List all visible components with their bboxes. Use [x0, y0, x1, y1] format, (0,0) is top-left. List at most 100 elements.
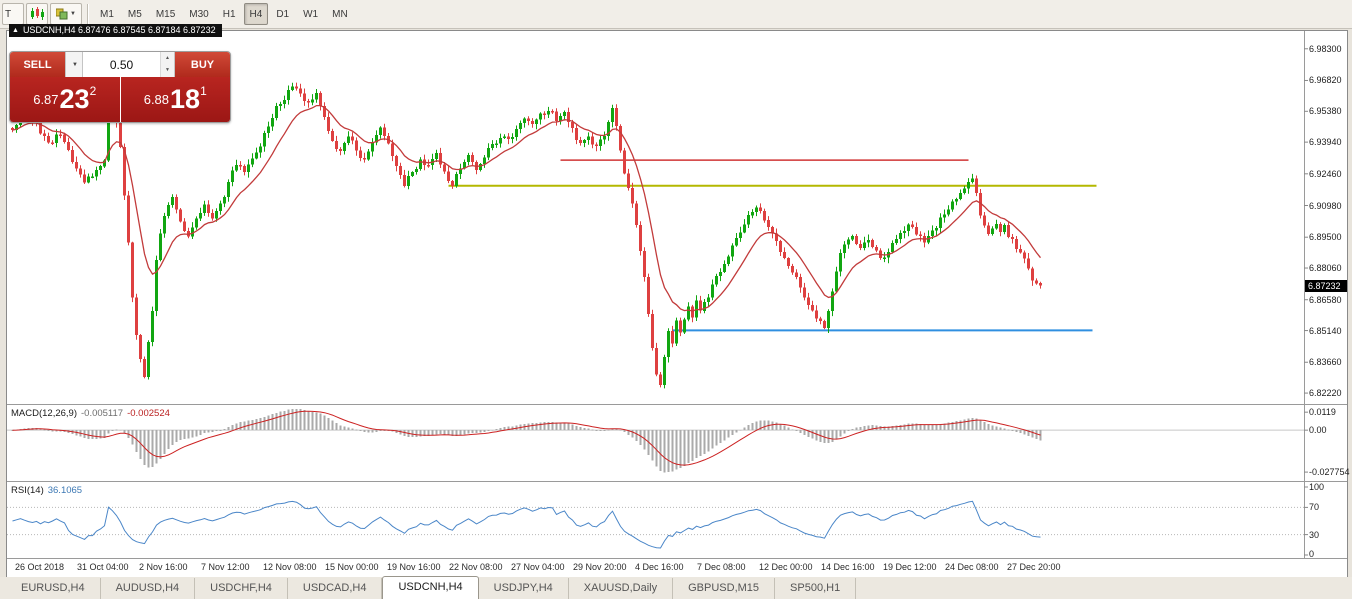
time-axis-label: 7 Dec 08:00: [697, 562, 746, 572]
time-axis-label: 12 Nov 08:00: [263, 562, 317, 572]
macd-name: MACD(12,26,9): [11, 408, 77, 419]
buy-price-big: 18: [170, 84, 201, 114]
tab-xauusd-daily[interactable]: XAUUSD,Daily: [569, 578, 674, 599]
macd-signal-line: [12, 410, 1041, 466]
sell-price-big: 23: [59, 84, 90, 114]
timeframe-button-h1[interactable]: H1: [217, 3, 242, 25]
tab-gbpusd-m15[interactable]: GBPUSD,M15: [673, 578, 776, 599]
current-price-tag: 6.87232: [1305, 279, 1347, 292]
time-axis-label: 22 Nov 08:00: [449, 562, 503, 572]
volume-decrease-button[interactable]: ▼: [161, 64, 174, 77]
sell-price-prefix: 6.87: [33, 92, 59, 107]
timeframe-button-m15[interactable]: M15: [150, 3, 181, 25]
timeframe-button-h4[interactable]: H4: [243, 3, 269, 25]
buy-price-sup: 1: [200, 84, 207, 98]
tab-eurusd-h4[interactable]: EURUSD,H4: [6, 578, 101, 599]
volume-dropdown-button[interactable]: ▼: [65, 52, 82, 77]
chart-canvas[interactable]: [7, 31, 1347, 577]
price-tick-label: 6.90980: [1309, 200, 1342, 211]
time-axis-label: 15 Nov 00:00: [325, 562, 379, 572]
clipped-toolbar-button[interactable]: T: [2, 3, 24, 25]
tab-sp500-h1[interactable]: SP500,H1: [775, 578, 857, 599]
timeframe-button-m30[interactable]: M30: [183, 3, 214, 25]
rsi-value: 36.1065: [47, 485, 83, 496]
macd-scale-label: -0.027754: [1309, 467, 1350, 478]
price-tick-label: 6.89500: [1309, 232, 1342, 243]
time-axis-label: 24 Dec 08:00: [945, 562, 999, 572]
volume-input[interactable]: [83, 52, 160, 77]
rsi-scale-label: 70: [1309, 502, 1320, 513]
time-axis-label: 31 Oct 04:00: [77, 562, 129, 572]
tab-usdjpy-h4[interactable]: USDJPY,H4: [479, 578, 569, 599]
tab-audusd-h4[interactable]: AUDUSD,H4: [101, 578, 196, 599]
timeframe-button-mn[interactable]: MN: [326, 3, 354, 25]
time-axis-label: 26 Oct 2018: [15, 562, 65, 572]
trade-panel-top-row: SELL ▼ ▲ ▼ BUY: [10, 52, 230, 77]
macd-signal-value: -0.002524: [127, 408, 170, 419]
candlestick-chart-icon: [31, 7, 44, 20]
toolbar: T ▼ M1 M5 M15 M30 H1 H4 D1 W1 MN: [0, 0, 1352, 29]
tab-usdcnh-h4[interactable]: USDCNH,H4: [382, 576, 479, 599]
chart-tabs-bar: EURUSD,H4 AUDUSD,H4 USDCHF,H4 USDCAD,H4 USDC…: [0, 576, 1352, 599]
timeframe-button-group: M1 M5 M15 M30 H1 H4 D1 W1 MN: [93, 3, 355, 25]
time-axis-label: 12 Dec 00:00: [759, 562, 813, 572]
macd-scale-label: 0.00: [1309, 425, 1327, 436]
time-axis-label: 2 Nov 16:00: [139, 562, 188, 572]
volume-box: ▲ ▼: [82, 52, 175, 77]
time-axis-label: 29 Nov 20:00: [573, 562, 627, 572]
rsi-indicator-label: RSI(14) 36.1065: [11, 485, 82, 496]
rsi-scale-label: 0: [1309, 549, 1315, 559]
timeframe-button-m5[interactable]: M5: [122, 3, 148, 25]
clipped-glyph: T: [5, 8, 12, 20]
ohlc-readout: ▲ USDCNH,H4 6.87476 6.87545 6.87184 6.87…: [9, 24, 222, 37]
trade-panel-price-row: 6.87 23 2 6.88 18 1: [10, 77, 230, 122]
rsi-line: [12, 500, 1041, 549]
ohlc-text: USDCNH,H4 6.87476 6.87545 6.87184 6.8723…: [22, 25, 216, 35]
buy-button[interactable]: BUY: [175, 52, 230, 77]
price-tick-label: 6.92460: [1309, 168, 1342, 179]
tab-usdchf-h4[interactable]: USDCHF,H4: [195, 578, 288, 599]
chevron-down-icon: ▼: [70, 11, 76, 17]
collapse-arrow-icon[interactable]: ▲: [12, 27, 19, 34]
macd-indicator-label: MACD(12,26,9) -0.005117 -0.002524: [11, 408, 170, 419]
tab-usdcad-h4[interactable]: USDCAD,H4: [288, 578, 383, 599]
time-axis-label: 4 Dec 16:00: [635, 562, 684, 572]
price-tick-label: 6.88060: [1309, 263, 1342, 274]
time-axis-label: 19 Dec 12:00: [883, 562, 937, 572]
price-tick-label: 6.82220: [1309, 388, 1342, 399]
macd-main-value: -0.005117: [81, 408, 124, 419]
time-axis[interactable]: 26 Oct 2018 31 Oct 04:00 2 Nov 16:00 7 Nov …: [7, 559, 1304, 577]
volume-spinner: ▲ ▼: [160, 52, 174, 77]
sell-price-sup: 2: [89, 84, 97, 98]
price-tick-label: 6.86580: [1309, 294, 1342, 305]
buy-price-prefix: 6.88: [143, 92, 170, 107]
timeframe-button-w1[interactable]: W1: [297, 3, 324, 25]
time-axis-label: 19 Nov 16:00: [387, 562, 441, 572]
time-axis-label: 27 Nov 04:00: [511, 562, 565, 572]
buy-price-button[interactable]: 6.88 18 1: [120, 77, 230, 122]
moving-average-line: [12, 104, 1042, 312]
rsi-scale-label: 30: [1309, 529, 1320, 540]
rsi-scale-label: 100: [1309, 482, 1325, 492]
sell-button[interactable]: SELL: [10, 52, 65, 77]
chart-window: ▲ USDCNH,H4 6.87476 6.87545 6.87184 6.87…: [6, 24, 1350, 578]
price-tick-label: 6.83660: [1309, 357, 1342, 368]
timeframes-menu-button[interactable]: ▼: [50, 3, 82, 25]
periods-icon: [56, 8, 68, 20]
sell-price-button[interactable]: 6.87 23 2: [10, 77, 120, 122]
one-click-trading-panel: SELL ▼ ▲ ▼ BUY 6.87 23 2 6.8: [9, 51, 231, 123]
timeframe-button-m1[interactable]: M1: [94, 3, 120, 25]
price-tick-label: 6.98300: [1309, 43, 1342, 54]
macd-scale-label: 0.0119: [1309, 407, 1336, 418]
price-tick-label: 6.96820: [1309, 75, 1342, 86]
rsi-name: RSI(14): [11, 485, 44, 496]
chart-type-button[interactable]: [26, 3, 48, 25]
timeframe-button-d1[interactable]: D1: [270, 3, 295, 25]
time-axis-label: 7 Nov 12:00: [201, 562, 250, 572]
price-tick-label: 6.93940: [1309, 137, 1342, 148]
price-tick-label: 6.85140: [1309, 325, 1342, 336]
volume-increase-button[interactable]: ▲: [161, 52, 174, 65]
toolbar-separator: [87, 4, 89, 24]
price-tick-label: 6.95380: [1309, 106, 1342, 117]
